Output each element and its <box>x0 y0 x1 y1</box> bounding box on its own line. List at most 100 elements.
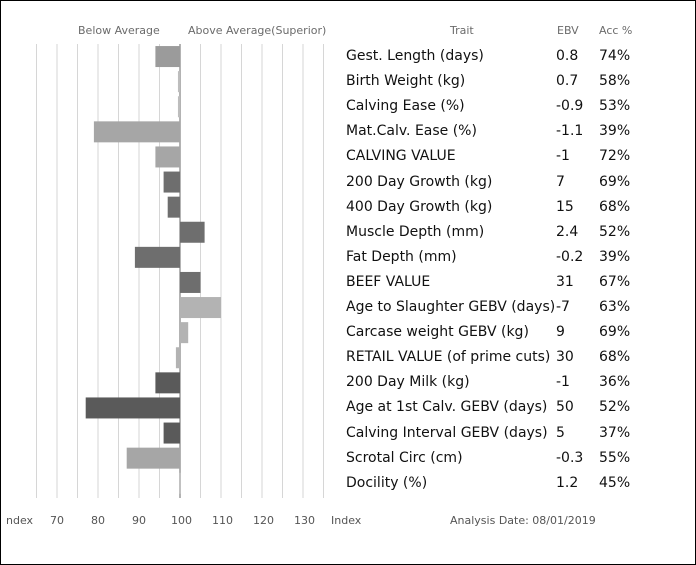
acc-cell: 52% <box>599 223 631 240</box>
acc-cell: 39% <box>599 123 631 140</box>
trait-cell: Calving Ease (%) <box>346 98 465 115</box>
table-row: Scrotal Circ (cm) -0.3 55% <box>0 446 694 471</box>
x-tick-label: 70 <box>50 514 64 527</box>
acc-cell: 68% <box>599 349 631 366</box>
analysis-date: Analysis Date: 08/01/2019 <box>450 514 596 527</box>
trait-header: Trait <box>450 24 474 37</box>
trait-cell: Birth Weight (kg) <box>346 73 466 90</box>
bar-4 <box>93 121 180 143</box>
acc-cell: 36% <box>599 374 631 391</box>
ebv-cell: -7 <box>556 299 570 315</box>
trait-cell: BEEF VALUE <box>346 273 431 290</box>
bar-1 <box>155 46 180 68</box>
ebv-cell: -1.1 <box>556 123 584 140</box>
table-row: Calving Interval GEBV (days) 5 37% <box>0 421 694 446</box>
acc-cell: 45% <box>599 474 631 491</box>
table-row: CALVING VALUE -1 72% <box>0 144 694 169</box>
x-tick-label: 120 <box>253 514 274 527</box>
trait-cell: Mat.Calv. Ease (%) <box>346 123 477 140</box>
bar-5 <box>155 146 180 168</box>
ebv-cell: 5 <box>556 424 565 441</box>
ebv-cell: 7 <box>556 173 565 190</box>
table-row: Gest. Length (days) 0.8 74% <box>0 44 694 69</box>
x-tick-label: 100 <box>171 514 192 527</box>
ebv-cell: -1 <box>556 148 570 165</box>
x-tick-label: 80 <box>91 514 105 527</box>
x-axis-label-right: Index <box>331 514 362 527</box>
ebv-cell: 30 <box>556 349 574 366</box>
table-row: Carcase weight GEBV (kg) 9 69% <box>0 320 694 345</box>
acc-cell: 58% <box>599 73 631 90</box>
table-row: Fat Depth (mm) -0.2 39% <box>0 245 694 270</box>
trait-cell: 400 Day Growth (kg) <box>346 198 493 215</box>
table-row: RETAIL VALUE (of prime cuts) 30 68% <box>0 345 694 370</box>
bar-13 <box>175 347 180 369</box>
ebv-cell: 31 <box>556 273 574 290</box>
x-tick-label: 130 <box>294 514 315 527</box>
bar-9 <box>134 246 180 268</box>
table-row: Age to Slaughter GEBV (days) -7 63% <box>0 295 694 320</box>
acc-cell: 69% <box>599 173 631 190</box>
bar-12 <box>180 322 189 344</box>
trait-cell: Age to Slaughter GEBV (days) <box>346 299 556 315</box>
trait-cell: Fat Depth (mm) <box>346 248 457 265</box>
table-row: Docility (%) 1.2 45% <box>0 471 694 496</box>
trait-cell: Calving Interval GEBV (days) <box>346 424 548 441</box>
acc-cell: 52% <box>599 399 631 416</box>
table-row: Birth Weight (kg) 0.7 58% <box>0 69 694 94</box>
trait-cell: Scrotal Circ (cm) <box>346 449 463 466</box>
bar-15 <box>85 397 180 419</box>
acc-cell: 53% <box>599 98 631 115</box>
trait-cell: Docility (%) <box>346 474 428 491</box>
above-average-label: Above Average(Superior) <box>188 24 327 37</box>
trait-cell: Muscle Depth (mm) <box>346 223 485 240</box>
ebv-cell: 1.2 <box>556 474 579 491</box>
trait-cell: CALVING VALUE <box>346 148 456 165</box>
bar-10 <box>180 271 201 293</box>
bar-17 <box>126 447 180 469</box>
bar-8 <box>180 221 205 243</box>
x-tick-label: 110 <box>212 514 233 527</box>
ebv-cell: 0.7 <box>556 73 579 90</box>
x-axis-label-left: ndex <box>6 514 34 527</box>
acc-cell: 67% <box>599 273 631 290</box>
below-average-label: Below Average <box>78 24 160 37</box>
acc-cell: 55% <box>599 449 631 466</box>
bar-6 <box>163 171 180 193</box>
acc-header: Acc % <box>599 24 633 37</box>
bar-16 <box>163 422 180 444</box>
ebv-header: EBV <box>557 24 579 37</box>
trait-cell: Age at 1st Calv. GEBV (days) <box>346 399 548 416</box>
table-row: BEEF VALUE 31 67% <box>0 270 694 295</box>
trait-cell: Gest. Length (days) <box>346 48 484 64</box>
trait-cell: 200 Day Milk (kg) <box>346 374 470 391</box>
ebv-cell: 0.8 <box>556 48 579 64</box>
acc-cell: 74% <box>599 48 631 64</box>
acc-cell: 68% <box>599 198 631 215</box>
bar-11 <box>180 297 221 319</box>
acc-cell: 72% <box>599 148 631 165</box>
ebv-cell: -0.2 <box>556 248 584 265</box>
bar-18 <box>179 472 181 494</box>
table-row: Age at 1st Calv. GEBV (days) 50 52% <box>0 395 694 420</box>
ebv-cell: 2.4 <box>556 223 579 240</box>
acc-cell: 63% <box>599 299 631 315</box>
acc-cell: 37% <box>599 424 631 441</box>
ebv-cell: 50 <box>556 399 574 416</box>
bar-2 <box>177 71 180 93</box>
trait-cell: Carcase weight GEBV (kg) <box>346 324 529 341</box>
trait-cell: 200 Day Growth (kg) <box>346 173 493 190</box>
table-row: Mat.Calv. Ease (%) -1.1 39% <box>0 119 694 144</box>
table-row: Calving Ease (%) -0.9 53% <box>0 94 694 119</box>
acc-cell: 39% <box>599 248 631 265</box>
bar-7 <box>167 196 180 218</box>
bar-14 <box>155 372 180 394</box>
acc-cell: 69% <box>599 324 631 341</box>
table-row: 200 Day Growth (kg) 7 69% <box>0 170 694 195</box>
ebv-cell: 15 <box>556 198 574 215</box>
trait-cell: RETAIL VALUE (of prime cuts) <box>346 349 551 366</box>
ebv-cell: -0.9 <box>556 98 584 115</box>
table-row: Muscle Depth (mm) 2.4 52% <box>0 220 694 245</box>
